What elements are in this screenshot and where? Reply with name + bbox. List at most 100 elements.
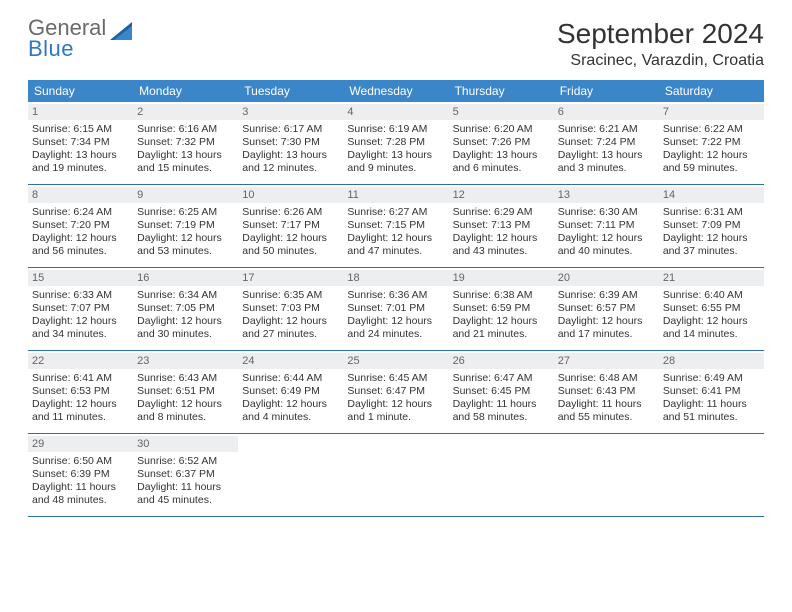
day-body: Sunrise: 6:22 AMSunset: 7:22 PMDaylight:… bbox=[663, 123, 760, 176]
day-line-sr: Sunrise: 6:27 AM bbox=[347, 206, 444, 219]
day-line-ss: Sunset: 6:55 PM bbox=[663, 302, 760, 315]
day-line-ss: Sunset: 7:13 PM bbox=[453, 219, 550, 232]
day-line-ss: Sunset: 7:22 PM bbox=[663, 136, 760, 149]
day-number: 2 bbox=[133, 104, 238, 120]
day-line-d2: and 43 minutes. bbox=[453, 245, 550, 258]
day-line-d2: and 47 minutes. bbox=[347, 245, 444, 258]
day-line-d1: Daylight: 13 hours bbox=[558, 149, 655, 162]
day-line-d2: and 51 minutes. bbox=[663, 411, 760, 424]
day-number: 17 bbox=[238, 270, 343, 286]
day-cell: 2Sunrise: 6:16 AMSunset: 7:32 PMDaylight… bbox=[133, 102, 238, 184]
day-number: 27 bbox=[554, 353, 659, 369]
day-line-ss: Sunset: 7:24 PM bbox=[558, 136, 655, 149]
day-line-ss: Sunset: 6:49 PM bbox=[242, 385, 339, 398]
day-line-sr: Sunrise: 6:21 AM bbox=[558, 123, 655, 136]
day-line-sr: Sunrise: 6:22 AM bbox=[663, 123, 760, 136]
day-body: Sunrise: 6:40 AMSunset: 6:55 PMDaylight:… bbox=[663, 289, 760, 342]
day-line-sr: Sunrise: 6:30 AM bbox=[558, 206, 655, 219]
day-cell: 13 Sunrise: 6:30 AMSunset: 7:11 PMDayligh… bbox=[554, 185, 659, 267]
location-label: Sracinec, Varazdin, Croatia bbox=[557, 52, 764, 70]
day-line-d2: and 48 minutes. bbox=[32, 494, 129, 507]
day-line-ss: Sunset: 7:07 PM bbox=[32, 302, 129, 315]
day-line-d1: Daylight: 13 hours bbox=[242, 149, 339, 162]
day-line-sr: Sunrise: 6:36 AM bbox=[347, 289, 444, 302]
day-line-ss: Sunset: 7:26 PM bbox=[453, 136, 550, 149]
day-body: Sunrise: 6:48 AMSunset: 6:43 PMDaylight:… bbox=[558, 372, 655, 425]
day-line-ss: Sunset: 7:20 PM bbox=[32, 219, 129, 232]
day-line-ss: Sunset: 7:01 PM bbox=[347, 302, 444, 315]
day-body: Sunrise: 6:21 AMSunset: 7:24 PMDaylight:… bbox=[558, 123, 655, 176]
day-line-d2: and 59 minutes. bbox=[663, 162, 760, 175]
calendar: Sunday Monday Tuesday Wednesday Thursday… bbox=[28, 80, 764, 517]
day-line-d1: Daylight: 13 hours bbox=[32, 149, 129, 162]
day-body: Sunrise: 6:52 AMSunset: 6:37 PMDaylight:… bbox=[137, 455, 234, 508]
day-body: Sunrise: 6:31 AMSunset: 7:09 PMDaylight:… bbox=[663, 206, 760, 259]
day-cell: 3Sunrise: 6:17 AMSunset: 7:30 PMDaylight… bbox=[238, 102, 343, 184]
day-number: 7 bbox=[659, 104, 764, 120]
month-title: September 2024 bbox=[557, 18, 764, 50]
day-cell: 18 Sunrise: 6:36 AMSunset: 7:01 PMDayligh… bbox=[343, 268, 448, 350]
day-body: Sunrise: 6:29 AMSunset: 7:13 PMDaylight:… bbox=[453, 206, 550, 259]
day-cell: 26 Sunrise: 6:47 AMSunset: 6:45 PMDayligh… bbox=[449, 351, 554, 433]
day-body: Sunrise: 6:49 AMSunset: 6:41 PMDaylight:… bbox=[663, 372, 760, 425]
day-line-sr: Sunrise: 6:39 AM bbox=[558, 289, 655, 302]
weekday-thursday: Thursday bbox=[449, 80, 554, 102]
day-body: Sunrise: 6:43 AMSunset: 6:51 PMDaylight:… bbox=[137, 372, 234, 425]
day-cell bbox=[659, 434, 764, 516]
day-number: 23 bbox=[133, 353, 238, 369]
day-line-d1: Daylight: 12 hours bbox=[347, 315, 444, 328]
day-number: 4 bbox=[343, 104, 448, 120]
day-line-d1: Daylight: 12 hours bbox=[137, 398, 234, 411]
day-line-sr: Sunrise: 6:25 AM bbox=[137, 206, 234, 219]
day-line-sr: Sunrise: 6:20 AM bbox=[453, 123, 550, 136]
day-cell: 28Sunrise: 6:49 AMSunset: 6:41 PMDayligh… bbox=[659, 351, 764, 433]
day-body: Sunrise: 6:24 AMSunset: 7:20 PMDaylight:… bbox=[32, 206, 129, 259]
day-line-ss: Sunset: 6:47 PM bbox=[347, 385, 444, 398]
day-cell bbox=[343, 434, 448, 516]
day-number: 5 bbox=[449, 104, 554, 120]
day-number: 26 bbox=[449, 353, 554, 369]
day-line-ss: Sunset: 6:37 PM bbox=[137, 468, 234, 481]
day-body: Sunrise: 6:50 AMSunset: 6:39 PMDaylight:… bbox=[32, 455, 129, 508]
day-body: Sunrise: 6:30 AMSunset: 7:11 PMDaylight:… bbox=[558, 206, 655, 259]
day-line-d1: Daylight: 12 hours bbox=[558, 315, 655, 328]
day-body: Sunrise: 6:41 AMSunset: 6:53 PMDaylight:… bbox=[32, 372, 129, 425]
day-number: 18 bbox=[343, 270, 448, 286]
weekday-friday: Friday bbox=[554, 80, 659, 102]
day-body: Sunrise: 6:25 AMSunset: 7:19 PMDaylight:… bbox=[137, 206, 234, 259]
day-cell: 22Sunrise: 6:41 AMSunset: 6:53 PMDayligh… bbox=[28, 351, 133, 433]
day-body: Sunrise: 6:47 AMSunset: 6:45 PMDaylight:… bbox=[453, 372, 550, 425]
day-cell: 15Sunrise: 6:33 AMSunset: 7:07 PMDayligh… bbox=[28, 268, 133, 350]
day-line-d1: Daylight: 13 hours bbox=[137, 149, 234, 162]
day-line-sr: Sunrise: 6:35 AM bbox=[242, 289, 339, 302]
day-body: Sunrise: 6:26 AMSunset: 7:17 PMDaylight:… bbox=[242, 206, 339, 259]
day-cell bbox=[238, 434, 343, 516]
weeks-container: 1Sunrise: 6:15 AMSunset: 7:34 PMDaylight… bbox=[28, 102, 764, 517]
day-line-d1: Daylight: 12 hours bbox=[663, 232, 760, 245]
day-line-d1: Daylight: 12 hours bbox=[242, 398, 339, 411]
day-body: Sunrise: 6:45 AMSunset: 6:47 PMDaylight:… bbox=[347, 372, 444, 425]
day-line-sr: Sunrise: 6:49 AM bbox=[663, 372, 760, 385]
day-line-d2: and 50 minutes. bbox=[242, 245, 339, 258]
day-line-d1: Daylight: 12 hours bbox=[32, 398, 129, 411]
day-line-d2: and 58 minutes. bbox=[453, 411, 550, 424]
day-line-d2: and 53 minutes. bbox=[137, 245, 234, 258]
day-line-ss: Sunset: 7:15 PM bbox=[347, 219, 444, 232]
day-number: 1 bbox=[28, 104, 133, 120]
day-body: Sunrise: 6:35 AMSunset: 7:03 PMDaylight:… bbox=[242, 289, 339, 342]
day-cell: 6Sunrise: 6:21 AMSunset: 7:24 PMDaylight… bbox=[554, 102, 659, 184]
day-body: Sunrise: 6:17 AMSunset: 7:30 PMDaylight:… bbox=[242, 123, 339, 176]
day-number: 11 bbox=[343, 187, 448, 203]
day-line-sr: Sunrise: 6:19 AM bbox=[347, 123, 444, 136]
day-line-ss: Sunset: 7:32 PM bbox=[137, 136, 234, 149]
day-line-d1: Daylight: 12 hours bbox=[453, 315, 550, 328]
day-line-ss: Sunset: 6:59 PM bbox=[453, 302, 550, 315]
day-cell: 29Sunrise: 6:50 AMSunset: 6:39 PMDayligh… bbox=[28, 434, 133, 516]
logo-word-blue: Blue bbox=[28, 36, 74, 61]
day-cell: 19Sunrise: 6:38 AMSunset: 6:59 PMDayligh… bbox=[449, 268, 554, 350]
day-number: 13 bbox=[554, 187, 659, 203]
day-cell: 20Sunrise: 6:39 AMSunset: 6:57 PMDayligh… bbox=[554, 268, 659, 350]
day-line-d2: and 24 minutes. bbox=[347, 328, 444, 341]
day-line-ss: Sunset: 7:19 PM bbox=[137, 219, 234, 232]
week-row: 15Sunrise: 6:33 AMSunset: 7:07 PMDayligh… bbox=[28, 268, 764, 351]
